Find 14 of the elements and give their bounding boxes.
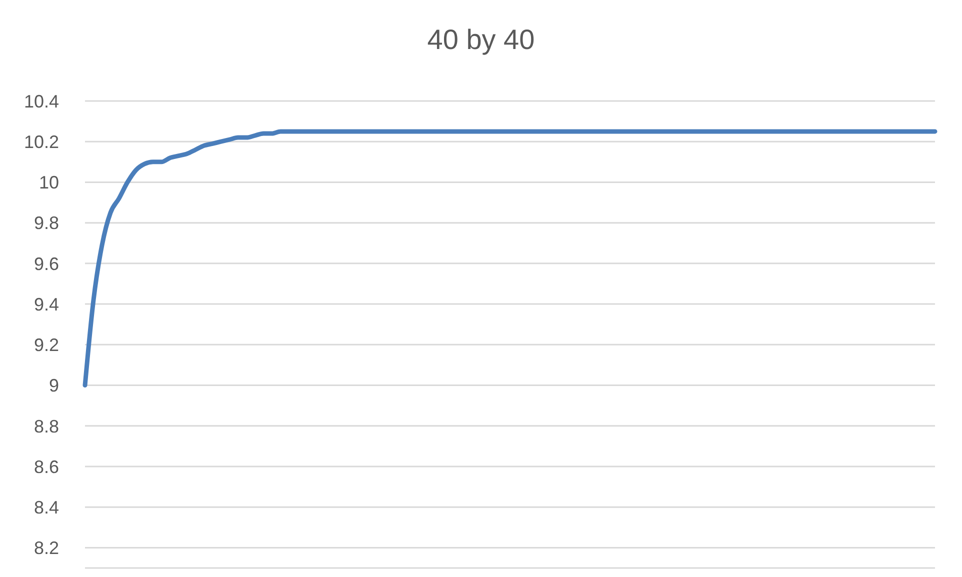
y-tick-label: 10 [38, 172, 59, 193]
y-tick-label: 8.6 [34, 456, 59, 477]
y-tick-label: 9 [48, 376, 59, 396]
y-tick-label: 8.2 [34, 538, 59, 558]
y-tick-label: 9.4 [34, 294, 59, 314]
y-tick-label: 9.6 [34, 254, 59, 274]
y-tick-label: 9.8 [34, 213, 59, 234]
chart-title: 40 by 40 [426, 24, 536, 56]
y-tick-label: 8.4 [34, 497, 59, 518]
line-series [82, 129, 938, 388]
y-tick-label: 9.2 [34, 335, 59, 356]
y-tick-label: 8.8 [34, 416, 59, 436]
y-tick-label: 10.4 [24, 91, 59, 112]
y-tick-label: 10.2 [24, 132, 59, 152]
